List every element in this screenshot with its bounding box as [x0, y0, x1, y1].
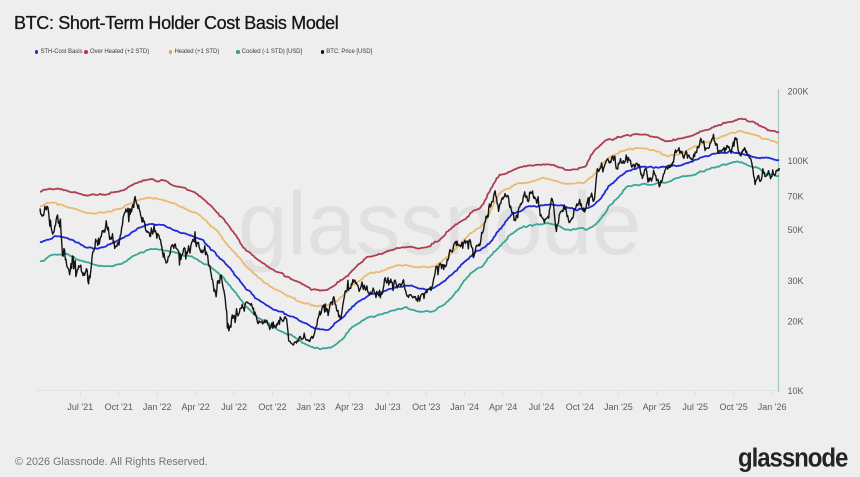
svg-text:Oct '23: Oct '23	[412, 402, 440, 412]
svg-text:100K: 100K	[788, 156, 809, 166]
svg-text:200K: 200K	[788, 87, 809, 97]
svg-text:Oct '22: Oct '22	[258, 402, 286, 412]
svg-text:Jan '23: Jan '23	[297, 402, 326, 412]
svg-text:Jul '24: Jul '24	[529, 402, 555, 412]
svg-text:Jul '22: Jul '22	[221, 402, 247, 412]
svg-text:Oct '24: Oct '24	[566, 402, 594, 412]
svg-text:70K: 70K	[788, 192, 804, 202]
svg-text:20K: 20K	[788, 317, 804, 327]
svg-text:50K: 50K	[788, 225, 804, 235]
svg-text:Oct '21: Oct '21	[105, 402, 133, 412]
svg-text:Apr '25: Apr '25	[643, 402, 671, 412]
svg-text:Apr '22: Apr '22	[181, 402, 209, 412]
svg-text:Apr '24: Apr '24	[489, 402, 517, 412]
svg-text:Apr '23: Apr '23	[335, 402, 363, 412]
svg-text:Jul '25: Jul '25	[682, 402, 708, 412]
svg-text:Jul '21: Jul '21	[67, 402, 93, 412]
svg-text:Jan '26: Jan '26	[758, 402, 787, 412]
svg-text:Jan '24: Jan '24	[450, 402, 479, 412]
svg-text:Oct '25: Oct '25	[719, 402, 747, 412]
svg-text:glassnode: glassnode	[238, 173, 641, 273]
svg-text:30K: 30K	[788, 276, 804, 286]
svg-text:Jan '25: Jan '25	[604, 402, 633, 412]
svg-text:10K: 10K	[788, 386, 804, 396]
svg-text:Jul '23: Jul '23	[375, 402, 401, 412]
svg-text:Jan '22: Jan '22	[143, 402, 172, 412]
